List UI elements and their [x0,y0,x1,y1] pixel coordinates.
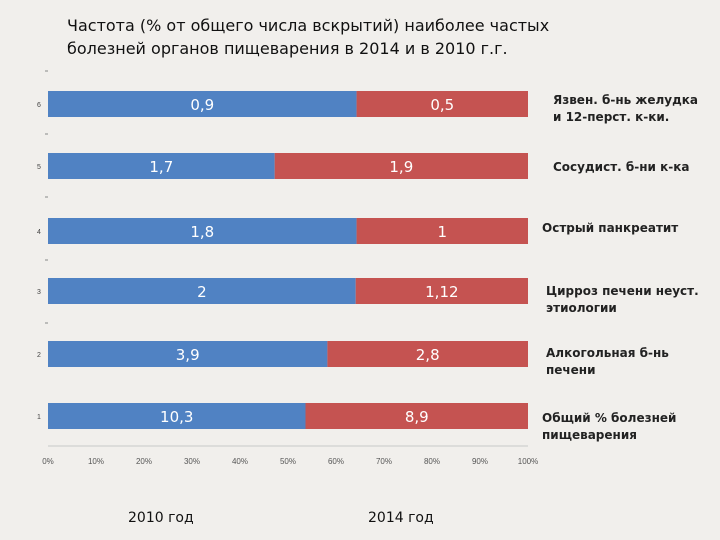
bar-2010 [48,341,328,367]
data-label-2014: 1,9 [389,158,413,176]
y-category-label: 3 [37,289,41,296]
category-label-total-digestive-diseases: Общий % болезней пищеварения [542,411,677,442]
y-category-label: 2 [37,352,41,359]
x-tick-label: 100% [518,457,538,466]
chart-title-line-1: Частота (% от общего числа вскрытий) наи… [67,16,550,35]
y-category-label: 1 [37,414,41,421]
data-label-2014: 1,12 [425,283,458,301]
x-tick-label: 10% [88,457,104,466]
x-tick-label: 40% [232,457,248,466]
x-tick-label: 90% [472,457,488,466]
bar-2014 [356,91,528,117]
legend-2014: 2014 год [368,510,434,526]
data-label-2014: 2,8 [416,346,440,364]
x-tick-label: 50% [280,457,296,466]
legend-2010: 2010 год [128,510,194,526]
category-label-vascular-disease: Сосудист. б-ни к-ка [553,160,690,174]
data-label-2014: 0,5 [430,96,454,114]
x-tick-label: 70% [376,457,392,466]
y-category-label: 6 [37,102,41,109]
x-tick-label: 80% [424,457,440,466]
data-label-2014: 1 [438,223,448,241]
x-tick-label: 60% [328,457,344,466]
bar-2014 [355,278,528,304]
data-label-2010: 3,9 [176,346,200,364]
bar-2014 [356,218,528,244]
bar-2010 [48,91,357,117]
bar-2010 [48,278,356,304]
bar-2014 [327,341,528,367]
category-label-acute-pancreatitis: Острый панкреатит [542,221,679,235]
data-label-2010: 1,8 [190,223,214,241]
category-label-liver-cirrhosis: Цирроз печени неуст. этиологии [546,284,699,315]
x-tick-label: 0% [42,457,54,466]
x-tick-label: 30% [184,457,200,466]
bar-2010 [48,153,275,179]
category-label-alcoholic-liver-disease: Алкогольная б-нь печени [546,346,669,377]
data-label-2010: 2 [197,283,207,301]
data-label-2014: 8,9 [405,408,429,426]
bar-2010 [48,218,357,244]
bar-2014 [274,153,528,179]
data-label-2010: 0,9 [190,96,214,114]
chart-title-line-2: болезней органов пищеварения в 2014 и в … [67,39,508,58]
chart-title: Частота (% от общего числа вскрытий) наи… [67,14,587,60]
data-label-2010: 1,7 [149,158,173,176]
y-category-label: 4 [37,229,41,236]
bar-2014 [305,403,528,429]
x-tick-label: 20% [136,457,152,466]
y-category-label: 5 [37,164,41,171]
bar-2010 [48,403,306,429]
category-label-stomach-ulcer: Язвен. б-нь желудка и 12-перст. к-ки. [553,93,699,124]
data-label-2010: 10,3 [160,408,193,426]
